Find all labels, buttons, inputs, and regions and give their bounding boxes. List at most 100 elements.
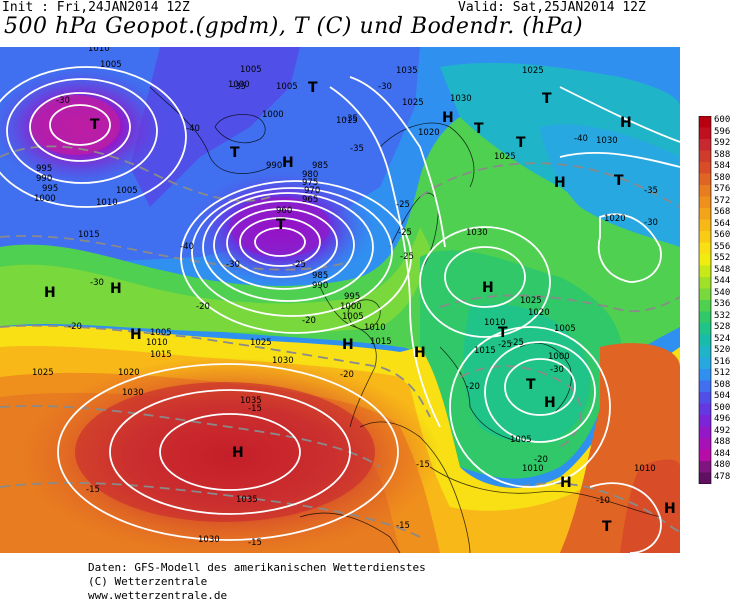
low-marker: T — [614, 173, 624, 189]
color-scale-band — [699, 472, 711, 484]
temperature-label: -20 — [340, 370, 354, 380]
color-scale-band — [699, 311, 711, 324]
color-scale-band — [699, 323, 711, 335]
temperature-label: -20 — [196, 302, 210, 312]
temperature-label: -40 — [574, 134, 588, 144]
color-scale-label: 568 — [714, 207, 731, 217]
color-scale-label: 560 — [714, 230, 731, 240]
temperature-label: -20 — [302, 316, 316, 326]
isobar-label: 1030 — [596, 136, 618, 146]
weather-map: H H H H H H H H H H H H H H T T T T T T … — [0, 47, 680, 553]
low-marker: T — [526, 377, 536, 393]
color-scale-band — [699, 185, 711, 197]
isobar-label: 1005 — [554, 324, 576, 334]
footer-website: www.wetterzentrale.de — [88, 589, 228, 602]
color-scale-label: 532 — [714, 310, 731, 321]
temperature-label: -15 — [86, 485, 100, 495]
isobar-label: 1025 — [32, 368, 54, 378]
color-scale-label: 512 — [714, 368, 731, 378]
color-scale-label: 484 — [714, 448, 731, 459]
color-scale-band — [699, 346, 711, 358]
color-scale-band — [699, 334, 711, 347]
isobar-label: 1015 — [78, 230, 100, 240]
color-scale-label: 520 — [714, 345, 731, 355]
color-scale-band — [699, 219, 711, 232]
isobar-label: 990 — [266, 161, 282, 171]
isobar-label: 1030 — [466, 228, 488, 238]
color-scale-band — [699, 392, 711, 404]
temperature-label: -25 — [396, 200, 410, 210]
temperature-label: -40 — [180, 242, 194, 252]
isobar-label: 1015 — [474, 346, 496, 356]
color-scale-band — [699, 150, 711, 163]
isobar-label: 1000 — [262, 110, 284, 120]
low-marker: T — [498, 325, 508, 341]
isobar-label: 1000 — [34, 194, 56, 204]
color-scale-label: 496 — [714, 414, 731, 424]
color-scale-label: 600 — [714, 115, 731, 125]
isobar-label: 1010 — [96, 198, 118, 208]
isobar-label: 1005 — [116, 186, 138, 196]
low-marker: T — [474, 121, 484, 137]
low-marker: T — [602, 519, 612, 535]
high-marker: H — [544, 395, 556, 411]
temperature-labels: -30 -40 -35 -35 -30 -35 -40 -30 -30 -25 … — [56, 82, 658, 548]
low-marker: T — [230, 145, 240, 161]
isobar-label: 1010 — [484, 318, 506, 328]
init-time: Init : Fri,24JAN2014 12Z — [2, 0, 190, 15]
pressure-centres: H H H H H H H H H H H H H H T T T T T T … — [44, 80, 676, 535]
color-scale-label: 576 — [714, 184, 731, 194]
isobar-label: 990 — [312, 281, 328, 291]
isobar-label: 970 — [304, 186, 320, 196]
temperature-label: -15 — [248, 538, 262, 548]
color-scale-label: 592 — [714, 138, 731, 148]
temperature-label: -30 — [90, 278, 104, 288]
isobar-label: 985 — [312, 161, 328, 171]
color-scale-band — [699, 357, 711, 370]
temperature-label: -25 — [292, 260, 306, 270]
high-marker: H — [44, 285, 56, 301]
footer-copyright: (C) Wetterzentrale — [88, 575, 208, 588]
temperature-label: -25 — [400, 252, 414, 262]
map-title: 500 hPa Geopot.(gpdm), T (C) und Bodendr… — [4, 14, 584, 39]
isobar-label: 1005 — [510, 435, 532, 445]
color-scale-band — [699, 300, 711, 312]
isotherms — [0, 145, 680, 538]
high-marker: H — [130, 327, 142, 343]
isobar-label: 960 — [276, 206, 292, 216]
low-marker: T — [276, 217, 286, 233]
temperature-label: -30 — [550, 365, 564, 375]
isobar-label: 975 — [302, 178, 318, 188]
color-scale-label: 492 — [714, 425, 731, 436]
color-scale-band — [699, 369, 711, 381]
isobar-label: 1025 — [250, 338, 272, 348]
color-scale-label: 572 — [714, 195, 731, 206]
high-marker: H — [282, 155, 294, 171]
low-marker: T — [516, 135, 526, 151]
color-scale-label: 584 — [714, 161, 731, 171]
isobar-label: 1015 — [150, 350, 172, 360]
temperature-label: -35 — [350, 144, 364, 154]
color-scale-label: 552 — [714, 253, 731, 263]
isobar-label: 1010 — [522, 464, 544, 474]
color-scale-label: 500 — [714, 402, 731, 413]
color-scale-band — [699, 127, 711, 140]
temperature-label: -15 — [396, 521, 410, 531]
isobar-label: 1000 — [228, 80, 250, 90]
isobar-label: 1010 — [634, 464, 656, 474]
isobar-label: 1005 — [240, 65, 262, 75]
isobar-label: 990 — [36, 174, 52, 184]
color-scale — [698, 116, 712, 484]
isobar-label: 1035 — [240, 396, 262, 406]
high-marker: H — [554, 175, 566, 191]
temperature-label: -30 — [56, 96, 70, 106]
color-scale-band — [699, 242, 711, 255]
temperature-label: -15 — [416, 460, 430, 470]
color-scale-label: 516 — [714, 356, 731, 367]
temperature-label: -25 — [510, 338, 524, 348]
color-scale-band — [699, 208, 711, 220]
isobar-label: 995 — [36, 164, 52, 174]
isobar-label: 995 — [42, 184, 58, 194]
high-marker: H — [442, 110, 454, 126]
high-marker: H — [560, 475, 572, 491]
